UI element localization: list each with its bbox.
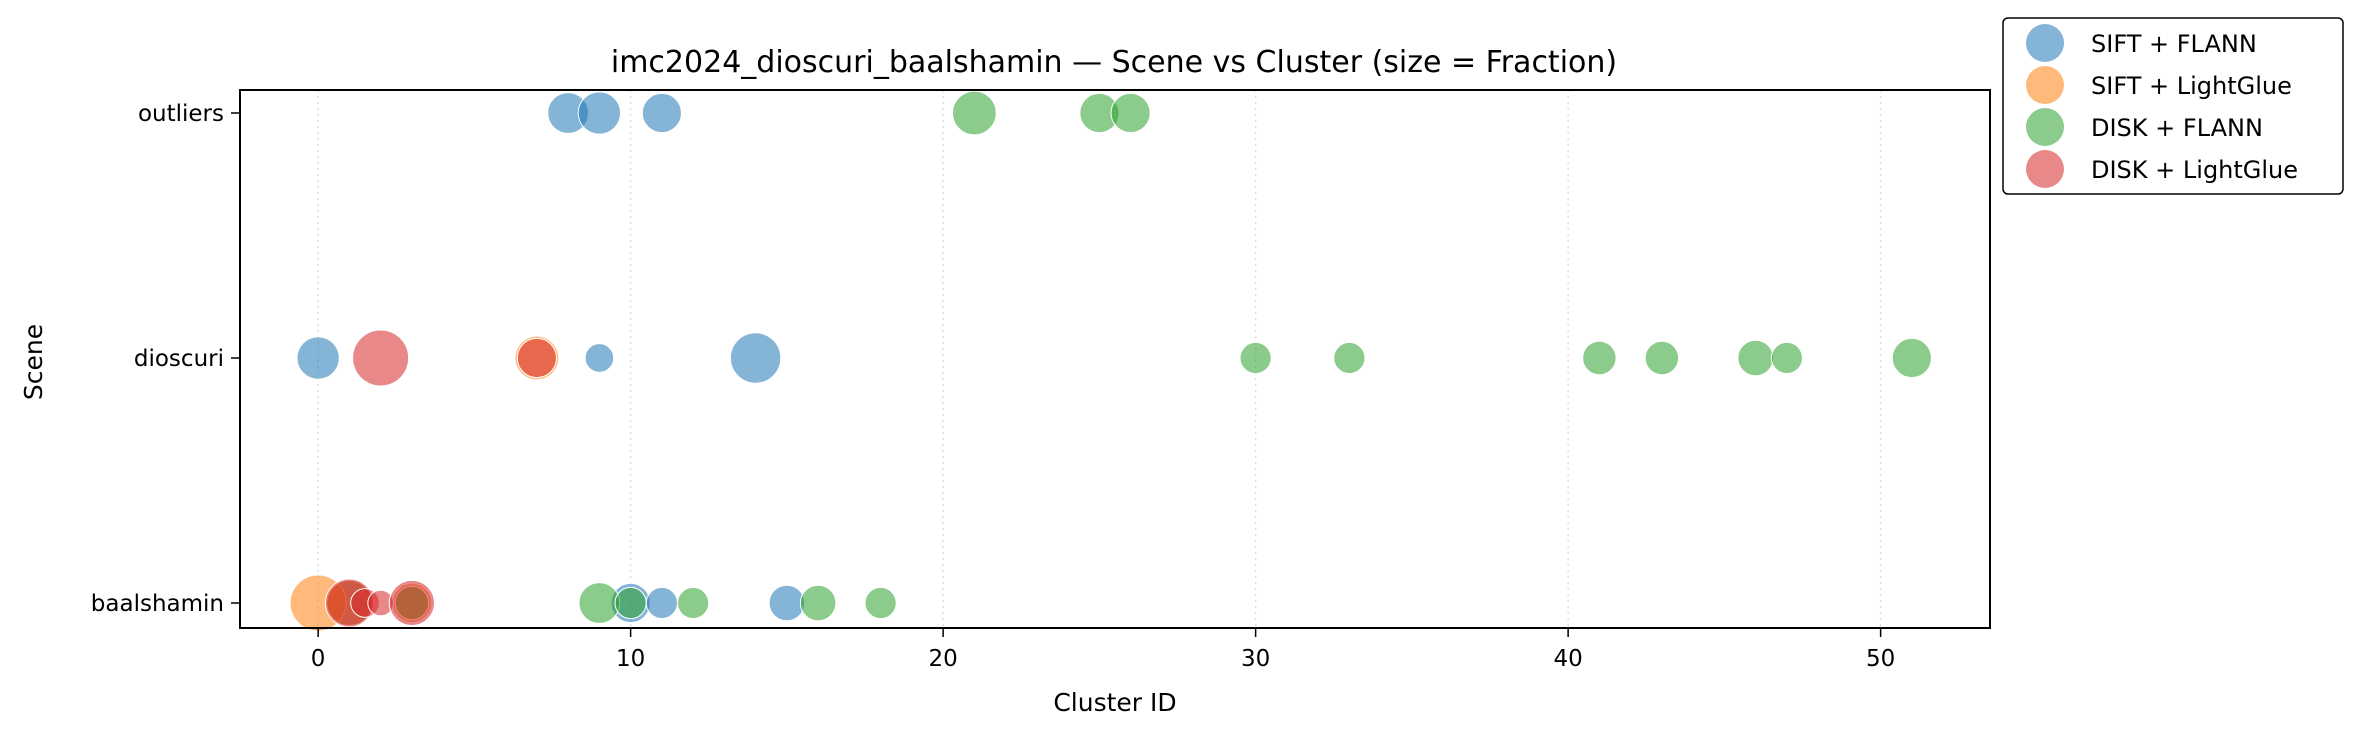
plot-frame: [239, 89, 1991, 629]
data-point: [578, 582, 621, 624]
data-point: [352, 329, 410, 387]
data-point: [296, 336, 340, 380]
data-point: [1644, 340, 1680, 376]
data-point: [645, 586, 678, 620]
x-tick-label: 0: [311, 646, 326, 672]
data-point: [516, 337, 557, 379]
data-point: [1582, 340, 1617, 376]
x-tick-label: 30: [1241, 646, 1270, 672]
data-point: [1770, 341, 1803, 375]
legend-marker: [2026, 150, 2064, 188]
y-tick-label: baalshamin: [91, 591, 224, 617]
chart-title: imc2024_dioscuri_baalshamin — Scene vs C…: [611, 45, 1617, 80]
legend: SIFT + FLANN SIFT + LightGlue DISK + FLANN…: [2002, 17, 2344, 195]
legend-frame: [2002, 17, 2344, 195]
x-tick-label: 10: [616, 646, 645, 672]
x-tick-label: 20: [928, 646, 957, 672]
data-point: [799, 584, 837, 622]
x-axis-label: Cluster ID: [1053, 688, 1176, 717]
data-point: [729, 332, 782, 384]
legend-label: DISK + LightGlue: [2091, 156, 2298, 184]
data-point: [388, 579, 436, 627]
data-points: [289, 90, 1932, 632]
data-point: [864, 586, 897, 620]
legend-marker: [2026, 66, 2064, 104]
y-tick-label: outliers: [138, 101, 224, 127]
data-point: [614, 586, 647, 620]
data-point: [1333, 341, 1366, 375]
data-point: [577, 91, 622, 135]
legend-marker: [2026, 24, 2064, 62]
y-tick-label: dioscuri: [134, 346, 224, 372]
legend-marker: [2026, 108, 2064, 146]
x-axis: 0 10 20 30 40 50: [311, 628, 1895, 672]
data-point: [768, 584, 806, 622]
data-point: [1110, 92, 1151, 134]
y-axis: baalshamin dioscuri outliers: [91, 101, 240, 617]
data-point: [641, 92, 682, 134]
legend-label: SIFT + LightGlue: [2091, 72, 2292, 100]
legend-label: SIFT + FLANN: [2091, 30, 2257, 58]
data-point: [677, 586, 710, 620]
data-point: [584, 343, 615, 373]
data-point: [1239, 341, 1272, 375]
y-axis-label: Scene: [19, 324, 48, 400]
data-point: [1891, 337, 1932, 379]
data-point: [951, 90, 997, 136]
x-tick-label: 40: [1553, 646, 1582, 672]
legend-label: DISK + FLANN: [2091, 114, 2263, 142]
x-tick-label: 50: [1866, 646, 1895, 672]
data-point: [1737, 339, 1774, 377]
